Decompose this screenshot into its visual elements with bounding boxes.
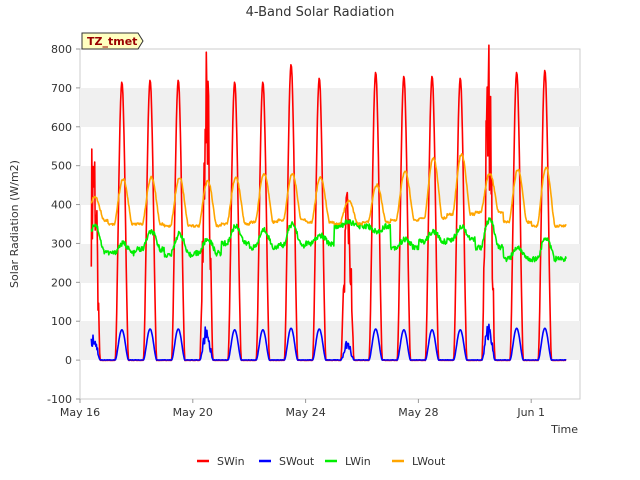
y-axis-ticks: -100 0 100 200 300 400 500 600 700 800 bbox=[47, 43, 80, 406]
x-axis-ticks: May 16 May 20 May 24 May 28 Jun 1 bbox=[60, 399, 545, 419]
y-tick-label: 600 bbox=[51, 121, 72, 134]
y-tick-label: 0 bbox=[65, 354, 72, 367]
y-tick-label: 700 bbox=[51, 82, 72, 95]
y-tick-label: 200 bbox=[51, 276, 72, 289]
legend: SWin SWout LWin LWout bbox=[197, 455, 446, 468]
x-tick-label: May 16 bbox=[60, 406, 100, 419]
legend-label-lwin: LWin bbox=[345, 455, 371, 468]
x-axis-label: Time bbox=[550, 423, 578, 436]
x-tick-label: May 20 bbox=[173, 406, 213, 419]
series-line-lwout bbox=[90, 153, 567, 228]
legend-label-swout: SWout bbox=[279, 455, 315, 468]
x-tick-label: May 28 bbox=[398, 406, 438, 419]
x-tick-label: Jun 1 bbox=[516, 406, 545, 419]
annotation-tag-text: TZ_tmet bbox=[87, 35, 137, 48]
series-layer bbox=[90, 44, 567, 362]
series-line-swout bbox=[90, 323, 567, 361]
legend-label-lwout: LWout bbox=[412, 455, 446, 468]
annotation-tag: TZ_tmet bbox=[81, 32, 144, 50]
y-tick-label: -100 bbox=[47, 393, 72, 406]
plot-background bbox=[79, 48, 581, 400]
y-tick-label: 300 bbox=[51, 237, 72, 250]
series-line-lwin bbox=[90, 217, 567, 263]
chart-title: 4-Band Solar Radiation bbox=[246, 5, 395, 20]
y-tick-label: 800 bbox=[51, 43, 72, 56]
x-tick-label: May 24 bbox=[285, 406, 325, 419]
y-axis-label: Solar Radiation (W/m2) bbox=[8, 160, 21, 288]
y-tick-label: 100 bbox=[51, 315, 72, 328]
y-tick-label: 500 bbox=[51, 160, 72, 173]
legend-label-swin: SWin bbox=[217, 455, 245, 468]
y-tick-label: 400 bbox=[51, 199, 72, 212]
